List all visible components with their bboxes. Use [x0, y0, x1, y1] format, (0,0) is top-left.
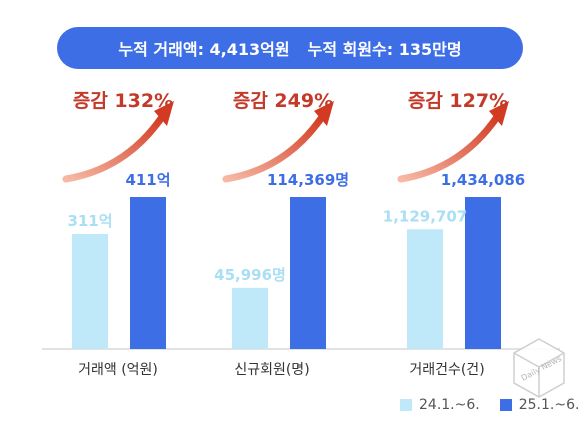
bar-2025-3 [465, 197, 501, 349]
value-label-2024-2: 45,996명 [214, 266, 286, 284]
category-label-3: 거래건수(건) [409, 362, 484, 378]
growth-label-3: 증감 127% [408, 90, 508, 112]
banner-total-members: 누적 회원수: 135만명 [307, 40, 462, 59]
banner-total-sales: 누적 거래액: 4,413억원 [118, 40, 290, 59]
bar-2024-2 [232, 287, 268, 349]
value-label-2025-2: 114,369명 [267, 171, 349, 189]
summary-banner: 누적 거래액: 4,413억원 누적 회원수: 135만명 [57, 27, 523, 69]
legend-label-2024: 24.1.~6. [419, 397, 480, 413]
category-label-1: 거래액 (억원) [78, 362, 158, 378]
category-label-2: 신규회원(명) [234, 362, 309, 378]
value-label-2024-3: 1,129,707 [383, 207, 467, 225]
legend: 24.1.~6. 25.1.~6. [400, 397, 580, 413]
growth-arrow-3 [397, 113, 501, 183]
legend-item-2025: 25.1.~6. [499, 397, 580, 413]
legend-label-2025: 25.1.~6. [518, 397, 580, 413]
value-label-2025-1: 411억 [125, 171, 170, 189]
legend-item-2024: 24.1.~6. [400, 397, 480, 413]
legend-swatch-2024 [400, 399, 412, 411]
growth-arrow-2 [222, 113, 326, 183]
bar-2025-2 [290, 197, 326, 349]
bar-2025-1 [130, 197, 166, 349]
cube-logo-icon: Daily News [513, 338, 565, 398]
growth-arrow-1 [62, 113, 166, 183]
legend-swatch-2025 [499, 399, 512, 411]
value-label-2024-1: 311억 [67, 212, 112, 230]
value-label-2025-3: 1,434,086 [441, 171, 525, 189]
bar-2024-3 [407, 229, 443, 349]
growth-arrowhead-3 [489, 101, 509, 126]
growth-label-1: 증감 132% [73, 90, 173, 112]
growth-arrowhead-2 [314, 101, 334, 126]
growth-label-2: 증감 249% [233, 90, 333, 112]
growth-arrowhead-1 [154, 101, 174, 126]
bar-2024-1 [72, 233, 108, 349]
